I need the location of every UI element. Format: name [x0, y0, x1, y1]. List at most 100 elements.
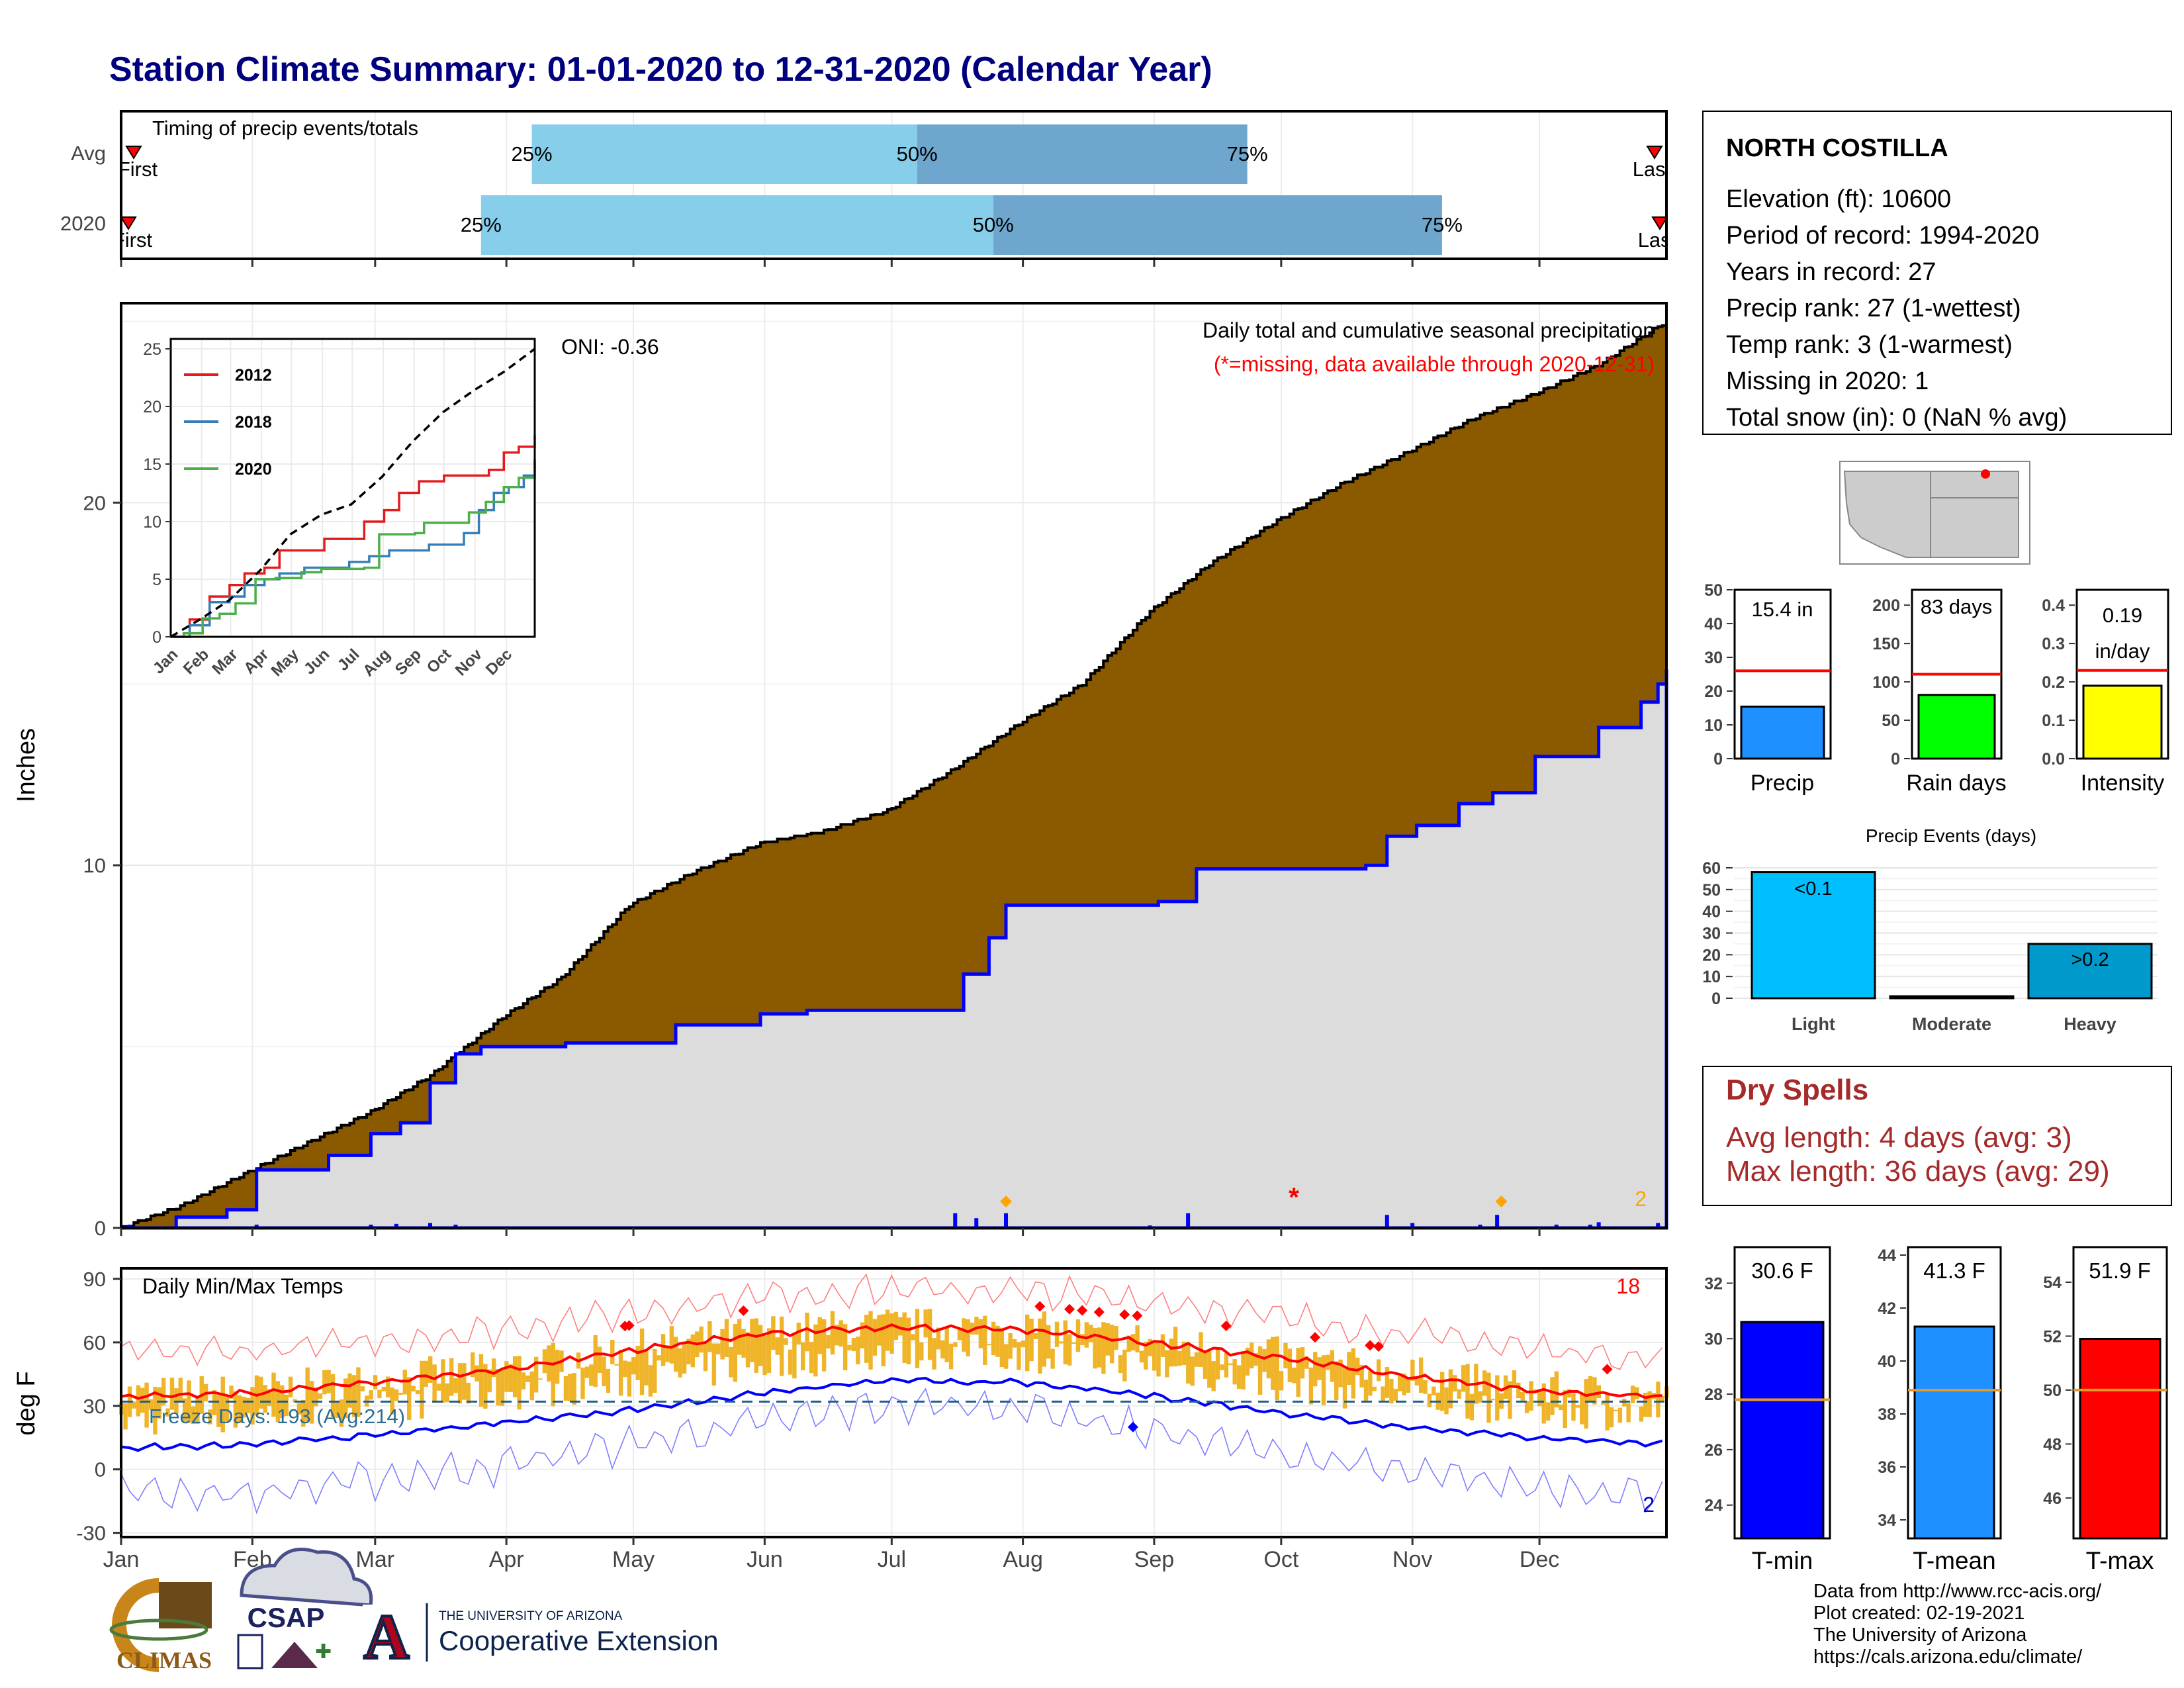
- record-low-marker: [1127, 1421, 1138, 1432]
- mini-ytick-label: 34: [1878, 1511, 1896, 1530]
- intensity-label: Intensity: [2081, 771, 2165, 796]
- temp-range-bar: [766, 1328, 772, 1374]
- temp-ytick-label: -30: [76, 1522, 106, 1545]
- temp-range-bar: [830, 1311, 835, 1355]
- temp-range-bar: [999, 1327, 1005, 1368]
- mini-ytick-label: 42: [1878, 1299, 1896, 1318]
- record-high-count: 18: [1616, 1274, 1640, 1298]
- temp-range-bar: [347, 1373, 352, 1408]
- mini-ytick-label: 52: [2043, 1327, 2062, 1346]
- temp-range-bar: [1461, 1365, 1466, 1392]
- temp-range-bar: [1029, 1319, 1034, 1362]
- temp-range-bar: [1584, 1379, 1588, 1429]
- record-high-marker: [1373, 1341, 1384, 1352]
- temp-range-bar: [398, 1392, 403, 1395]
- temp-range-bar: [788, 1349, 793, 1375]
- temp-range-bar: [978, 1319, 983, 1348]
- temp-range-bar: [296, 1403, 302, 1415]
- footer-line2: Plot created: 02-19-2021: [1813, 1603, 2025, 1624]
- mini-ytick-label: 40: [1878, 1352, 1896, 1371]
- tmin-label: T-min: [1752, 1547, 1813, 1574]
- temp-range-bar: [250, 1387, 255, 1425]
- tmax-label: T-max: [2086, 1547, 2154, 1574]
- temp-range-bar: [1017, 1342, 1021, 1370]
- temp-range-bar: [457, 1363, 463, 1404]
- daily-precip-bar: [369, 1225, 373, 1228]
- station-elevation: Elevation (ft): 10600: [1726, 185, 1951, 213]
- temp-range-bar: [923, 1309, 928, 1338]
- temp-range-bar: [750, 1319, 754, 1362]
- university-of-arizona-logo[interactable]: A THE UNIVERSITY OF ARIZONA Cooperative …: [362, 1600, 719, 1673]
- temp-range-bar: [1342, 1367, 1347, 1409]
- mini-ytick-label: 50: [2043, 1382, 2062, 1400]
- temp-month-label: May: [612, 1547, 655, 1572]
- temp-range-bar: [1508, 1381, 1512, 1419]
- temp-range-bar: [1033, 1333, 1038, 1339]
- temp-range-bar: [165, 1408, 170, 1417]
- tmean-label: T-mean: [1913, 1547, 1995, 1574]
- temp-range-bar: [1194, 1352, 1199, 1367]
- temp-range-bar: [1626, 1403, 1631, 1423]
- dry-spells-max: Max length: 36 days (avg: 29): [1726, 1155, 2110, 1188]
- temp-range-bar: [682, 1342, 687, 1374]
- temp-range-bar: [953, 1342, 958, 1347]
- station-years: Years in record: 27: [1726, 258, 1936, 286]
- mini-ytick-label: 50: [1704, 581, 1723, 600]
- record-high-marker: [1077, 1305, 1088, 1316]
- temp-range-bar: [1253, 1353, 1258, 1366]
- temp-range-bar: [745, 1332, 751, 1368]
- temp-range-bar: [1495, 1375, 1500, 1421]
- inset-line-2020: [171, 459, 536, 638]
- temp-range-bar: [504, 1361, 509, 1392]
- inset-ytick-label: 15: [143, 455, 161, 474]
- record-high-marker: [1220, 1320, 1232, 1331]
- temp-range-bar: [1486, 1372, 1491, 1423]
- temp-range-bar: [1609, 1407, 1614, 1428]
- tmax-value: 51.9 F: [2089, 1258, 2151, 1283]
- daily-precip-bar: [1410, 1223, 1415, 1228]
- mini-ytick-label: 40: [1704, 615, 1723, 633]
- climas-logo[interactable]: CLIMAS: [109, 1578, 212, 1673]
- temp-range-bar: [1046, 1325, 1051, 1359]
- intensity-value: 0.19: [2103, 604, 2142, 627]
- mini-ytick-label: 10: [1704, 716, 1723, 735]
- temp-range-bar: [1529, 1381, 1533, 1411]
- temp-range-bar: [1541, 1383, 1546, 1424]
- tmin-chart: 24 26 28 30 32 30.6 F T-min: [1704, 1246, 1831, 1574]
- mini-ytick-label: 200: [1872, 596, 1900, 615]
- temp-range-bar: [1232, 1358, 1237, 1385]
- temp-range-bar: [618, 1350, 623, 1396]
- precip-ytick-label: 10: [83, 854, 106, 877]
- temp-range-bar: [216, 1395, 221, 1427]
- temp-range-bar: [1038, 1318, 1042, 1374]
- dry-spells-box: Dry Spells Avg length: 4 days (avg: 3) M…: [1702, 1066, 2172, 1206]
- timing-p75-2020: 75%: [1422, 213, 1463, 236]
- temp-range-bar: [224, 1397, 230, 1421]
- temp-range-bar: [420, 1360, 424, 1419]
- temp-ytick-label: 60: [83, 1331, 106, 1354]
- temp-range-bar: [326, 1370, 331, 1393]
- csap-logo[interactable]: CSAP ✚: [237, 1548, 373, 1669]
- temp-range-bar: [483, 1364, 488, 1409]
- station-missing: Missing in 2020: 1: [1726, 367, 1929, 395]
- temp-range-bar: [1135, 1325, 1140, 1353]
- temp-range-bar: [1385, 1366, 1390, 1398]
- temp-range-bar: [826, 1335, 831, 1349]
- temp-range-bar: [1156, 1341, 1161, 1377]
- temp-range-bar: [623, 1360, 627, 1378]
- last-event-label-2020: Last: [1638, 228, 1677, 252]
- temp-range-bar: [762, 1335, 767, 1376]
- temp-range-bar: [542, 1349, 547, 1374]
- temp-range-bar: [657, 1355, 661, 1361]
- inset-line-average: [170, 348, 536, 638]
- temp-range-bar: [1559, 1404, 1563, 1411]
- temp-range-bar: [1457, 1389, 1461, 1399]
- inset-month-label: Mar: [208, 645, 241, 678]
- temp-range-bar: [432, 1364, 437, 1403]
- footer-line1: Data from http://www.rcc-acis.org/: [1813, 1581, 2102, 1602]
- temp-range-bar: [597, 1346, 602, 1374]
- temp-range-bar: [1427, 1393, 1432, 1407]
- temp-range-bar: [1520, 1391, 1525, 1401]
- temp-range-bar: [1165, 1350, 1169, 1378]
